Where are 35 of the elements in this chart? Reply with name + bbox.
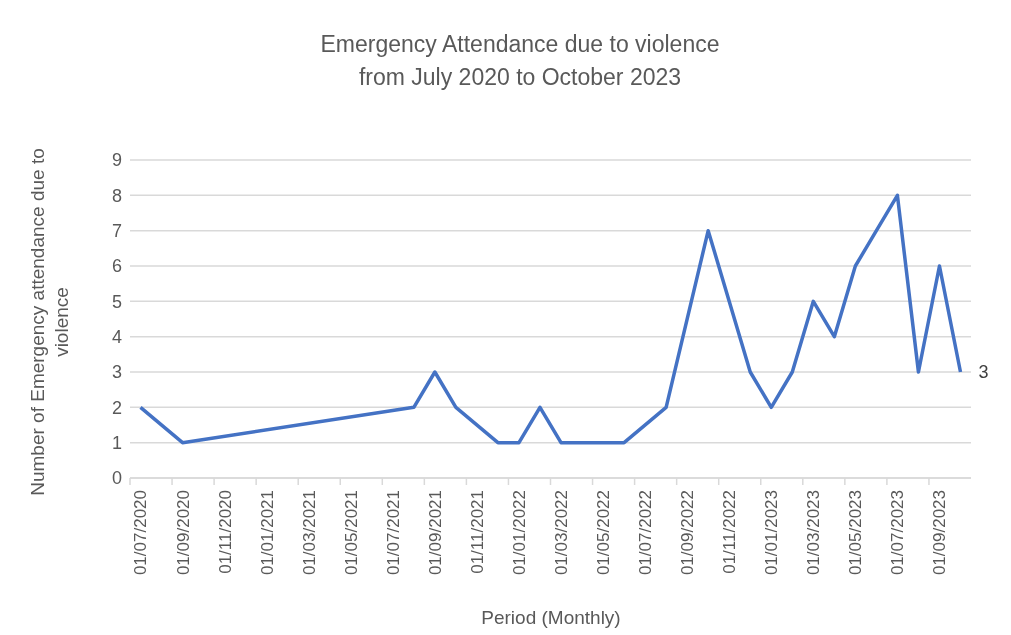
x-tick-label: 01/03/2022 bbox=[551, 490, 571, 576]
x-tick-label: 01/11/2021 bbox=[467, 490, 487, 574]
line-series bbox=[138, 193, 963, 445]
y-tick-label: 2 bbox=[111, 397, 122, 418]
x-tick-label: 01/01/2021 bbox=[257, 490, 277, 576]
x-tick-label: 01/01/2023 bbox=[762, 490, 782, 576]
x-tick-label: 01/09/2022 bbox=[678, 490, 698, 576]
x-tick-label: 01/09/2023 bbox=[930, 490, 950, 576]
x-axis-title: Period (Monthly) bbox=[480, 607, 622, 629]
y-tick-label: 8 bbox=[111, 185, 122, 206]
x-tick-label: 01/11/2022 bbox=[720, 490, 740, 574]
x-tick-label: 01/11/2020 bbox=[215, 490, 235, 574]
x-tick-label: 01/03/2023 bbox=[804, 490, 824, 576]
x-tick-label: 01/07/2020 bbox=[131, 490, 151, 576]
x-tick-label: 01/09/2021 bbox=[425, 490, 445, 576]
y-tick-label: 5 bbox=[111, 291, 122, 312]
x-tick-label: 01/05/2023 bbox=[846, 490, 866, 576]
y-tick-label: 7 bbox=[111, 221, 122, 242]
data-label: 3 bbox=[978, 362, 989, 383]
chart-title: Emergency Attendance due to violence from July 2020 to October 2023 bbox=[319, 30, 721, 92]
y-tick-label: 0 bbox=[111, 468, 122, 489]
x-tick-label: 01/09/2020 bbox=[173, 490, 193, 576]
x-tick-label: 01/07/2021 bbox=[383, 490, 403, 576]
x-tick-label: 01/01/2022 bbox=[509, 490, 529, 576]
x-tick-label: 01/05/2022 bbox=[594, 490, 614, 576]
y-tick-label: 9 bbox=[111, 150, 122, 171]
y-tick-label: 3 bbox=[111, 362, 122, 383]
y-tick-label: 4 bbox=[111, 327, 122, 348]
x-tick-label: 01/03/2021 bbox=[299, 490, 319, 576]
y-axis-title: Number of Emergency attendance due to violence bbox=[26, 147, 73, 498]
x-tick-label: 01/07/2022 bbox=[636, 490, 656, 576]
y-tick-label: 6 bbox=[111, 256, 122, 277]
x-tick-label: 01/07/2023 bbox=[888, 490, 908, 576]
x-tick-label: 01/05/2021 bbox=[341, 490, 361, 576]
y-tick-label: 1 bbox=[111, 433, 122, 454]
